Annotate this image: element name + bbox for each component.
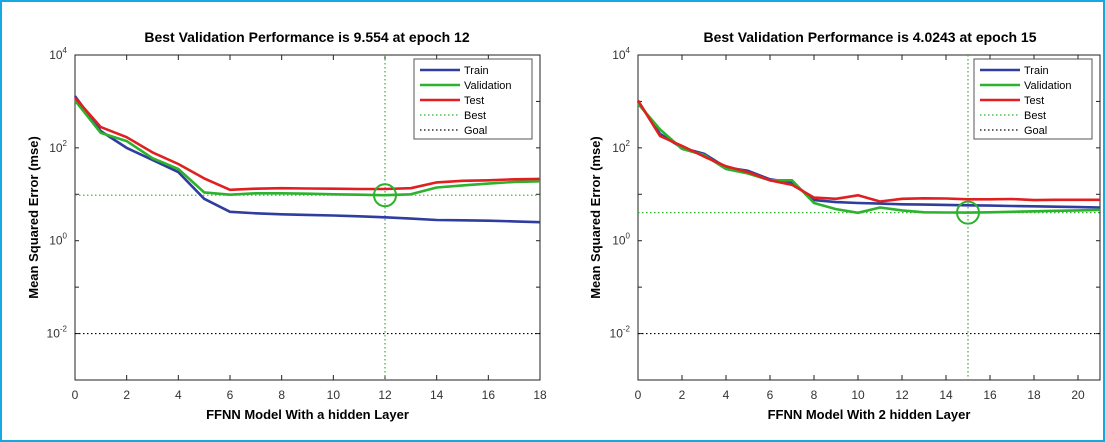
- x-tick-label: 8: [811, 388, 818, 402]
- series-line-test: [74, 96, 541, 192]
- x-tick-label: 6: [767, 388, 774, 402]
- x-tick-label: 8: [278, 388, 285, 402]
- y-tick-label: 102: [612, 139, 630, 155]
- x-tick-label: 0: [72, 388, 79, 402]
- y-tick-label: 10-2: [610, 325, 631, 341]
- legend-best-label: Best: [464, 110, 486, 122]
- x-tick-label: 4: [175, 388, 182, 402]
- best-marker: [373, 183, 397, 208]
- legend-validation-label: Validation: [464, 80, 512, 92]
- x-tick-label: 18: [1027, 388, 1041, 402]
- legend-test-label: Test: [1024, 95, 1044, 107]
- x-tick-label: 12: [895, 388, 909, 402]
- x-tick-label: 18: [533, 388, 547, 402]
- x-tick-label: 6: [227, 388, 234, 402]
- y-tick-label: 104: [49, 46, 67, 62]
- series-line-validation: [73, 99, 541, 197]
- x-tick-label: 10: [327, 388, 341, 402]
- x-tick-label: 10: [851, 388, 865, 402]
- legend-best-label: Best: [1024, 110, 1046, 122]
- legend-train-label: Train: [464, 65, 489, 77]
- series-line-train: [73, 95, 541, 224]
- x-tick-label: 2: [679, 388, 686, 402]
- y-tick-label: 10-2: [47, 325, 68, 341]
- x-tick-label: 16: [983, 388, 997, 402]
- y-tick-label: 100: [49, 232, 67, 248]
- chart-title: Best Validation Performance is 4.0243 at…: [703, 29, 1036, 45]
- x-tick-label: 4: [723, 388, 730, 402]
- x-tick-label: 14: [430, 388, 444, 402]
- x-axis-label: FFNN Model With 2 hidden Layer: [768, 407, 971, 422]
- legend-goal-label: Goal: [464, 125, 487, 137]
- y-tick-label: 104: [612, 46, 630, 62]
- y-tick-label: 102: [49, 139, 67, 155]
- legend-goal-label: Goal: [1024, 125, 1047, 137]
- series-line-test: [636, 99, 1100, 203]
- x-tick-label: 16: [482, 388, 496, 402]
- x-tick-label: 12: [378, 388, 392, 402]
- x-tick-label: 14: [939, 388, 953, 402]
- x-tick-label: 2: [123, 388, 130, 402]
- chart-title: Best Validation Performance is 9.554 at …: [144, 29, 469, 45]
- y-axis-label: Mean Squared Error (mse): [588, 136, 603, 299]
- x-tick-label: 0: [635, 388, 642, 402]
- best-marker: [956, 200, 980, 225]
- y-axis-label: Mean Squared Error (mse): [26, 136, 41, 299]
- legend-train-label: Train: [1024, 65, 1049, 77]
- x-tick-label: 20: [1071, 388, 1085, 402]
- y-tick-label: 100: [612, 232, 630, 248]
- chart-2: Best Validation Performance is 4.0243 at…: [588, 29, 1101, 422]
- chart-1: Best Validation Performance is 9.554 at …: [26, 29, 547, 422]
- legend-test-label: Test: [464, 95, 484, 107]
- x-axis-label: FFNN Model With a hidden Layer: [206, 407, 409, 422]
- legend-validation-label: Validation: [1024, 80, 1072, 92]
